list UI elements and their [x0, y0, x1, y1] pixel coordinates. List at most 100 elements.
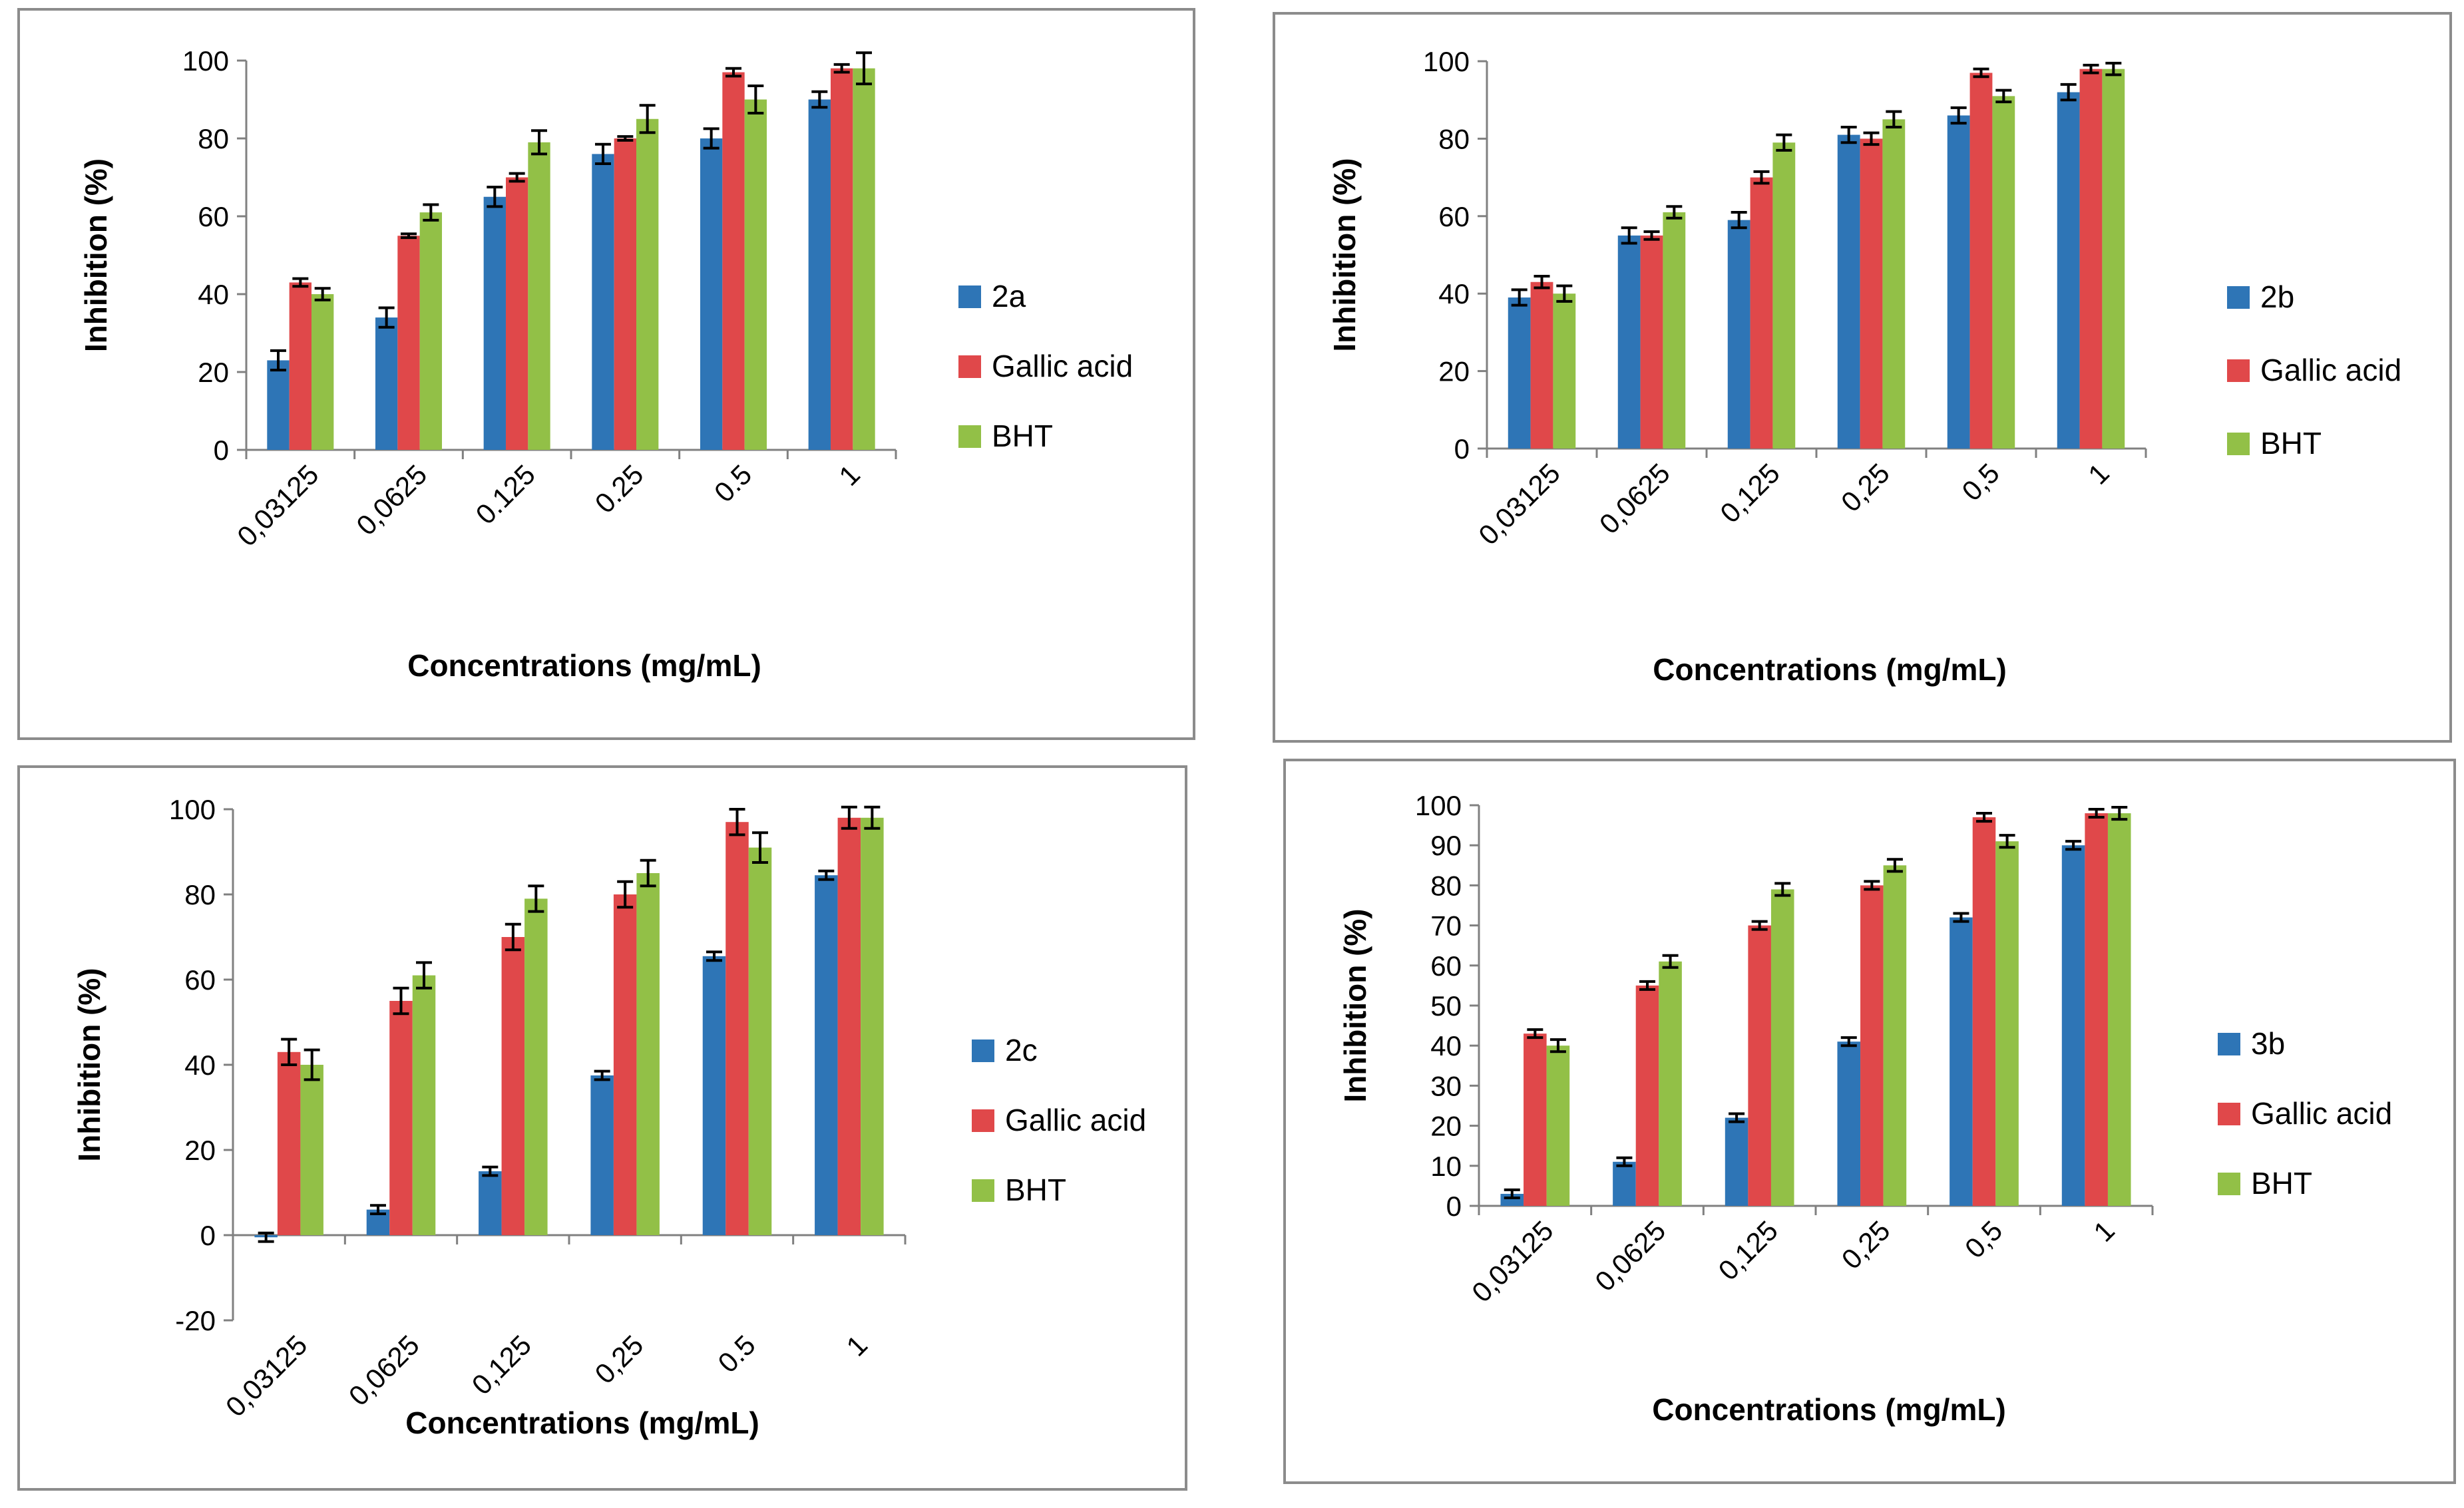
y-tick-label: 80	[198, 123, 229, 154]
bar-bht	[853, 68, 875, 450]
x-tick-label: 1	[2087, 1215, 2121, 1248]
y-tick-label: 50	[1430, 990, 1462, 1022]
x-tick-label: 0,03125	[1472, 457, 1566, 551]
bar-2c	[702, 956, 726, 1235]
y-tick-label: 20	[198, 357, 229, 388]
x-tick-label: 0.25	[589, 459, 650, 519]
y-tick-label: 90	[1430, 830, 1462, 861]
bar-bht	[861, 817, 884, 1235]
x-tick-label: 0,03125	[220, 1329, 313, 1423]
bar-3b	[2061, 845, 2085, 1206]
bar-bht	[1659, 961, 1682, 1206]
legend-swatch	[2227, 359, 2250, 382]
y-tick-label: 100	[169, 794, 216, 825]
bar-bht	[1882, 119, 1906, 449]
x-tick-label: 0.5	[712, 1329, 761, 1379]
y-tick-label: 60	[1438, 201, 1470, 232]
bar-2a	[375, 317, 398, 450]
bar-gallic-acid	[505, 177, 528, 450]
bar-gallic-acid	[614, 138, 637, 450]
bar-gallic-acid	[1860, 138, 1883, 449]
legend-label: Gallic acid	[2260, 353, 2401, 387]
bar-2b	[1617, 235, 1641, 449]
bar-bht	[748, 847, 772, 1235]
bar-gallic-acid	[1748, 925, 1771, 1206]
bar-gallic-acid	[1635, 985, 1659, 1206]
legend-label: Gallic acid	[992, 349, 1133, 383]
bar-gallic-acid	[1524, 1034, 1547, 1206]
x-tick-label: 0,0625	[1593, 457, 1676, 540]
legend-swatch	[958, 355, 981, 378]
y-tick-label: -20	[175, 1305, 216, 1336]
y-tick-label: 100	[182, 45, 229, 77]
bar-bht	[636, 118, 659, 450]
y-tick-label: 0	[214, 435, 229, 466]
x-axis-title: Concentrations (mg/mL)	[1652, 1392, 2006, 1427]
legend-label: 2a	[992, 279, 1026, 313]
legend-swatch	[2227, 286, 2250, 309]
y-tick-label: 40	[184, 1049, 216, 1081]
bar-3b	[1613, 1161, 1636, 1206]
legend-label: BHT	[1005, 1173, 1066, 1207]
x-tick-label: 0,25	[588, 1329, 649, 1390]
y-tick-label: 30	[1430, 1070, 1462, 1101]
x-tick-label: 0,25	[1836, 1215, 1896, 1275]
bar-gallic-acid	[1972, 817, 1996, 1206]
chart-3b: 0 10 20 30 40 50 60 70 80 90 100 0,03125 0,0625 0,125…	[1338, 790, 2392, 1427]
x-tick-label: 1	[840, 1329, 873, 1362]
bar-gallic-acid	[2079, 69, 2103, 449]
bar-gallic-acid	[2085, 813, 2108, 1206]
bar-2a	[808, 99, 831, 450]
bar-2a	[700, 138, 723, 450]
x-tick-label: 0.125	[469, 459, 541, 530]
x-tick-label: 0,03125	[1466, 1215, 1559, 1308]
y-tick-label: 80	[184, 879, 216, 910]
bar-gallic-acid	[725, 822, 749, 1235]
x-tick-label: 0.5	[708, 459, 758, 508]
bar-2a	[267, 360, 290, 450]
y-tick-label: 20	[1438, 356, 1470, 387]
bar-3b	[1837, 1041, 1861, 1206]
bar-gallic-acid	[289, 282, 312, 450]
y-tick-label: 80	[1438, 123, 1470, 154]
x-tick-label: 0,125	[1714, 457, 1786, 529]
legend-label: BHT	[992, 419, 1053, 453]
legend-swatch	[958, 425, 981, 448]
legend-swatch	[958, 285, 981, 308]
legend-label: 2b	[2260, 280, 2294, 314]
legend-swatch	[972, 1179, 994, 1202]
bar-2b	[1727, 220, 1750, 449]
bar-gallic-acid	[1750, 177, 1773, 449]
legend-swatch	[2227, 433, 2250, 455]
y-tick-label: 60	[1430, 950, 1462, 982]
x-axis-title: Concentrations (mg/mL)	[1653, 652, 2007, 687]
y-tick-label: 40	[1438, 278, 1470, 309]
y-tick-label: 60	[198, 201, 229, 232]
x-tick-label: 0,125	[466, 1329, 538, 1401]
bar-2b	[1947, 115, 1970, 449]
y-tick-label: 60	[184, 964, 216, 996]
legend-swatch	[2218, 1033, 2240, 1055]
x-tick-label: 0,03125	[231, 459, 325, 552]
legend-label: BHT	[2251, 1166, 2312, 1201]
bar-gallic-acid	[501, 937, 525, 1235]
legend-swatch	[972, 1039, 994, 1062]
legend-swatch	[972, 1109, 994, 1132]
y-axis-title: Inhibition (%)	[1327, 158, 1362, 351]
y-axis-title: Inhibition (%)	[72, 968, 106, 1161]
bar-gallic-acid	[1860, 885, 1884, 1206]
x-axis-title: Concentrations (mg/mL)	[407, 648, 761, 683]
y-tick-label: 40	[1430, 1030, 1462, 1061]
chart-panel-2a: 0 20 40 60 80 100 0,03125 0,0625 0.125 0.25 0.5 1 Co…	[17, 8, 1195, 740]
y-tick-label: 40	[198, 279, 229, 310]
y-axis-title: Inhibition (%)	[1338, 908, 1372, 1102]
bar-bht	[1663, 212, 1686, 449]
x-tick-label: 0,0625	[343, 1329, 425, 1412]
x-tick-label: 1	[833, 459, 866, 492]
chart-2b: 0 20 40 60 80 100 0,03125 0,0625 0,125 0,25 0,5 1 Co…	[1327, 46, 2401, 687]
y-tick-label: 20	[184, 1135, 216, 1166]
chart-2c: -20 0 20 40 60 80 100 0,03125 0,0625 0,125 0,25 0.5…	[72, 794, 1146, 1440]
bar-gallic-acid	[1640, 235, 1663, 449]
bar-gallic-acid	[1530, 282, 1553, 449]
bar-bht	[1553, 293, 1576, 449]
